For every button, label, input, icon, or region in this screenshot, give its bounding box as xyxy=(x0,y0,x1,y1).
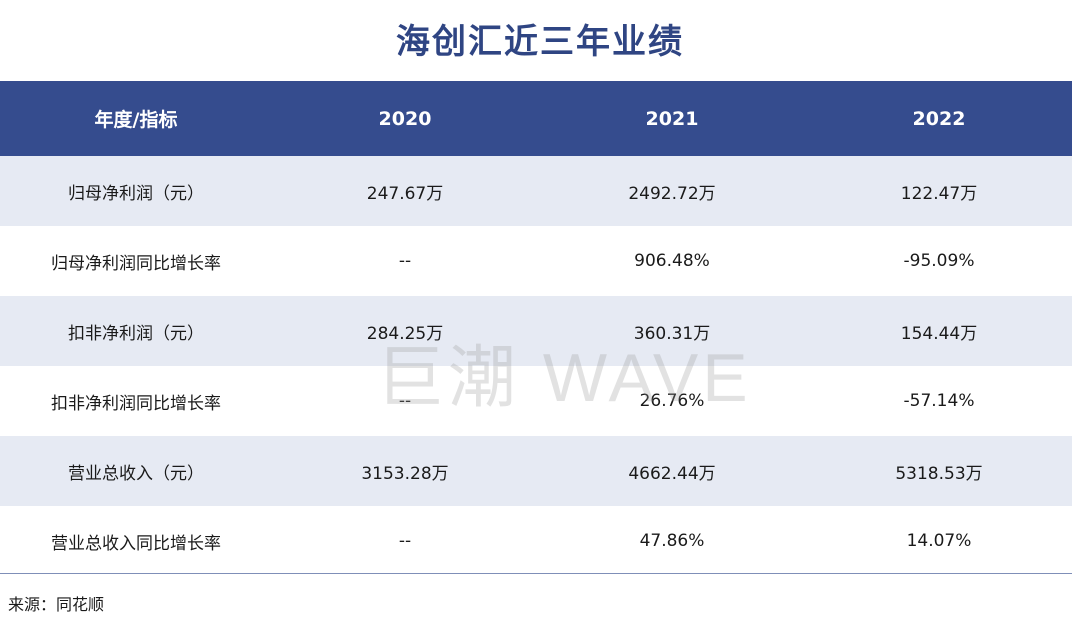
row-label: 归母净利润（元） xyxy=(68,183,204,204)
row-label: 扣非净利润同比增长率 xyxy=(51,393,221,414)
header-cell-2021: 2021 xyxy=(645,107,699,130)
table-row: 营业总收入（元） 3153.28万 4662.44万 5318.53万 xyxy=(0,436,1072,506)
cell-value: 154.44万 xyxy=(900,323,978,344)
cell-value: 284.25万 xyxy=(366,323,444,344)
watermark: 巨潮 WAVE xyxy=(376,340,752,416)
header-cell-indicator: 年度/指标 xyxy=(94,109,178,131)
cell-value: -- xyxy=(398,251,412,271)
header-cell-2022: 2022 xyxy=(912,107,966,130)
table-row: 营业总收入同比增长率 -- 47.86% 14.07% xyxy=(0,506,1072,576)
cell-value: 2492.72万 xyxy=(628,183,716,204)
table-row: 扣非净利润同比增长率 -- 26.76% -57.14% xyxy=(0,366,1072,436)
cell-value: 14.07% xyxy=(906,531,972,551)
performance-table: 年度/指标 2020 2021 2022 归母净利润（元） 247.67万 24… xyxy=(0,81,1072,576)
cell-value: 4662.44万 xyxy=(628,463,716,484)
cell-value: 26.76% xyxy=(639,391,705,411)
cell-value: 360.31万 xyxy=(633,323,711,344)
cell-value: 5318.53万 xyxy=(895,463,983,484)
cell-value: 3153.28万 xyxy=(361,463,449,484)
table-row: 归母净利润（元） 247.67万 2492.72万 122.47万 xyxy=(0,156,1072,226)
row-label: 归母净利润同比增长率 xyxy=(51,253,221,274)
cell-value: -- xyxy=(398,391,412,411)
table-row: 归母净利润同比增长率 -- 906.48% -95.09% xyxy=(0,226,1072,296)
cell-value: 122.47万 xyxy=(900,183,978,204)
cell-value: -95.09% xyxy=(903,251,975,271)
header-cell-2020: 2020 xyxy=(378,107,432,130)
page-title: 海创汇近三年业绩 xyxy=(396,22,684,62)
cell-value: 906.48% xyxy=(634,251,710,271)
cell-value: 47.86% xyxy=(639,531,705,551)
row-label: 营业总收入（元） xyxy=(68,463,204,484)
cell-value: 247.67万 xyxy=(366,183,444,204)
source-note: 来源：同花顺 xyxy=(8,595,105,614)
row-label: 营业总收入同比增长率 xyxy=(51,533,221,554)
table-header-row: 年度/指标 2020 2021 2022 xyxy=(0,81,1072,156)
bottom-divider xyxy=(0,573,1072,574)
cell-value: -- xyxy=(398,531,412,551)
table-row: 扣非净利润（元） 284.25万 360.31万 154.44万 xyxy=(0,296,1072,366)
cell-value: -57.14% xyxy=(903,391,975,411)
row-label: 扣非净利润（元） xyxy=(68,323,204,344)
